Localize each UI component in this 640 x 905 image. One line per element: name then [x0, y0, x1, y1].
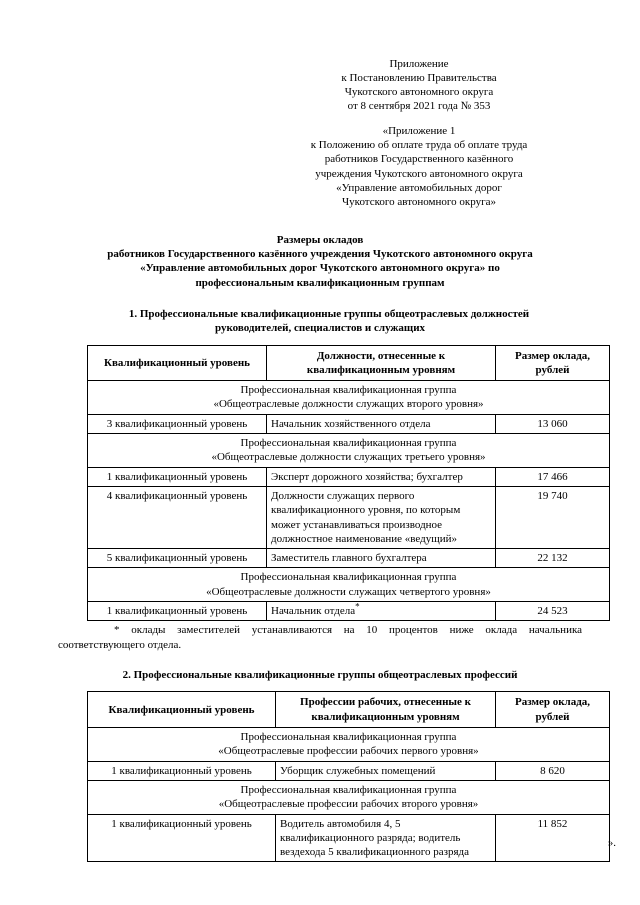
group-title-line-1: Профессиональная квалификационная группа	[240, 783, 457, 796]
footnote-star: *	[114, 624, 120, 637]
group-title-line-2: «Общеотраслевые должности служащих второ…	[213, 398, 484, 411]
table-row: 3 квалификационный уровень Начальник хоз…	[87, 413, 610, 435]
appendix2-line-1: «Приложение 1	[382, 125, 456, 138]
doc-title-line-4: профессиональным квалификационным группа…	[195, 276, 445, 289]
group-title-line-2: «Общеотраслевые должности служащих четве…	[206, 585, 491, 598]
appendix-line-3: Чукотского автономного округа	[344, 86, 494, 99]
table-group-row: Профессиональная квалификационная группа…	[87, 727, 610, 762]
section-1-heading-line-2: руководителей, специалистов и служащих	[214, 322, 426, 335]
column-header-level: Квалификационный уровень	[87, 691, 276, 729]
appendix-line-1: Приложение	[389, 58, 449, 70]
table-group-row: Профессиональная квалификационная группа…	[87, 567, 610, 603]
column-header-level: Квалификационный уровень	[87, 344, 267, 382]
cell-amount: 24 523	[495, 601, 610, 622]
table-row: 1 квалификационный уровень Уборщик служе…	[87, 760, 610, 781]
column-header-professions: Профессии рабочих, отнесенные к квалифик…	[275, 691, 496, 729]
table-row: 1 квалификационный уровень Начальник отд…	[87, 601, 610, 622]
cell-amount: 22 132	[495, 548, 610, 569]
group-title-cell: Профессиональная квалификационная группа…	[87, 433, 610, 468]
appendix2-line-2: к Положению об оплате труда об оплате тр…	[310, 139, 528, 152]
appendix-line-4: от 8 сентября 2021 года № 353	[347, 100, 491, 113]
table-row: 1 квалификационный уровень Водитель авто…	[87, 813, 610, 863]
appendix-header: Приложение к Постановлению Правительства…	[260, 57, 578, 209]
appendix2-line-5: «Управление автомобильных дорог	[336, 181, 502, 194]
section-1-heading-line-1: 1. Профессиональные квалификационные гру…	[128, 307, 530, 320]
cell-level: 1 квалификационный уровень	[87, 813, 276, 863]
table-row: 4 квалификационный уровень Должности слу…	[87, 485, 610, 550]
footnote-text: оклады заместителей устанавливаются на 1…	[58, 624, 583, 651]
cell-position: Эксперт дорожного хозяйства; бухгалтер	[266, 466, 496, 487]
cell-position: Начальник отдела*	[266, 601, 496, 622]
column-header-amount: Размер оклада, рублей	[495, 344, 610, 382]
section-2-heading: 2. Профессиональные квалификационные гру…	[122, 669, 518, 682]
cell-profession: Водитель автомобиля 4, 5 квалификационно…	[275, 813, 496, 863]
table-group-row: Профессиональная квалификационная группа…	[87, 433, 610, 468]
group-title-line-1: Профессиональная квалификационная группа	[240, 571, 457, 584]
appendix-line-2: к Постановлению Правительства	[341, 72, 497, 85]
group-title-cell: Профессиональная квалификационная группа…	[87, 380, 610, 415]
group-title-line-1: Профессиональная квалификационная группа	[240, 437, 457, 450]
table-group-row: Профессиональная квалификационная группа…	[87, 380, 610, 415]
appendix2-line-3: работников Государственного казённого	[324, 153, 514, 166]
salary-table-professions: Квалификационный уровень Профессии рабоч…	[87, 691, 610, 863]
cell-position: Заместитель главного бухгалтера	[266, 548, 496, 569]
appendix2-line-4: учреждения Чукотского автономного округа	[315, 167, 523, 180]
column-header-positions: Должности, отнесенные к квалификационным…	[266, 344, 496, 382]
table-header-row: Квалификационный уровень Должности, отне…	[87, 344, 610, 382]
table-row: 5 квалификационный уровень Заместитель г…	[87, 548, 610, 569]
group-title-cell: Профессиональная квалификационная группа…	[87, 727, 610, 762]
closing-quote-mark: ».	[607, 837, 616, 849]
cell-position-text: Начальник отдела	[271, 605, 356, 618]
group-title-cell: Профессиональная квалификационная группа…	[87, 567, 610, 603]
group-title-line-2: «Общеотраслевые профессии рабочих первог…	[218, 745, 479, 758]
cell-amount: 11 852	[495, 813, 610, 863]
column-header-amount: Размер оклада, рублей	[495, 691, 610, 729]
table-row: 1 квалификационный уровень Эксперт дорож…	[87, 466, 610, 487]
cell-amount: 13 060	[495, 413, 610, 435]
spacer	[260, 113, 578, 124]
table-header-row: Квалификационный уровень Профессии рабоч…	[87, 691, 610, 729]
section-1-heading: 1. Профессиональные квалификационные гру…	[58, 307, 582, 336]
cell-level: 4 квалификационный уровень	[87, 485, 267, 550]
table-group-row: Профессиональная квалификационная группа…	[87, 779, 610, 815]
cell-level: 1 квалификационный уровень	[87, 760, 276, 781]
group-title-line-2: «Общеотраслевые профессии рабочих второг…	[218, 798, 479, 811]
cell-level: 1 квалификационный уровень	[87, 601, 267, 622]
appendix2-line-6: Чукотского автономного округа»	[342, 195, 496, 208]
cell-amount: 17 466	[495, 466, 610, 487]
cell-level: 1 квалификационный уровень	[87, 466, 267, 487]
cell-position: Должности служащих первого квалификацион…	[266, 485, 496, 550]
group-title-line-1: Профессиональная квалификационная группа	[240, 731, 457, 744]
cell-level: 3 квалификационный уровень	[87, 413, 267, 435]
group-title-cell: Профессиональная квалификационная группа…	[87, 779, 610, 815]
doc-title-line-3: «Управление автомобильных дорог Чукотско…	[140, 262, 500, 275]
cell-profession: Уборщик служебных помещений	[275, 760, 496, 781]
footnote-marker: *	[355, 601, 360, 612]
cell-amount: 8 620	[495, 760, 610, 781]
cell-level: 5 квалификационный уровень	[87, 548, 267, 569]
page-title: Размеры окладов работников Государственн…	[58, 233, 582, 290]
salary-table-positions: Квалификационный уровень Должности, отне…	[87, 344, 610, 622]
cell-position: Начальник хозяйственного отдела	[266, 413, 496, 435]
doc-title-line-2: работников Государственного казённого уч…	[107, 248, 533, 261]
group-title-line-2: «Общеотраслевые должности служащих треть…	[211, 451, 486, 464]
group-title-line-1: Профессиональная квалификационная группа	[240, 384, 457, 397]
footnote: * оклады заместителей устанавливаются на…	[58, 623, 582, 652]
doc-title-line-1: Размеры окладов	[276, 233, 364, 246]
cell-amount: 19 740	[495, 485, 610, 550]
